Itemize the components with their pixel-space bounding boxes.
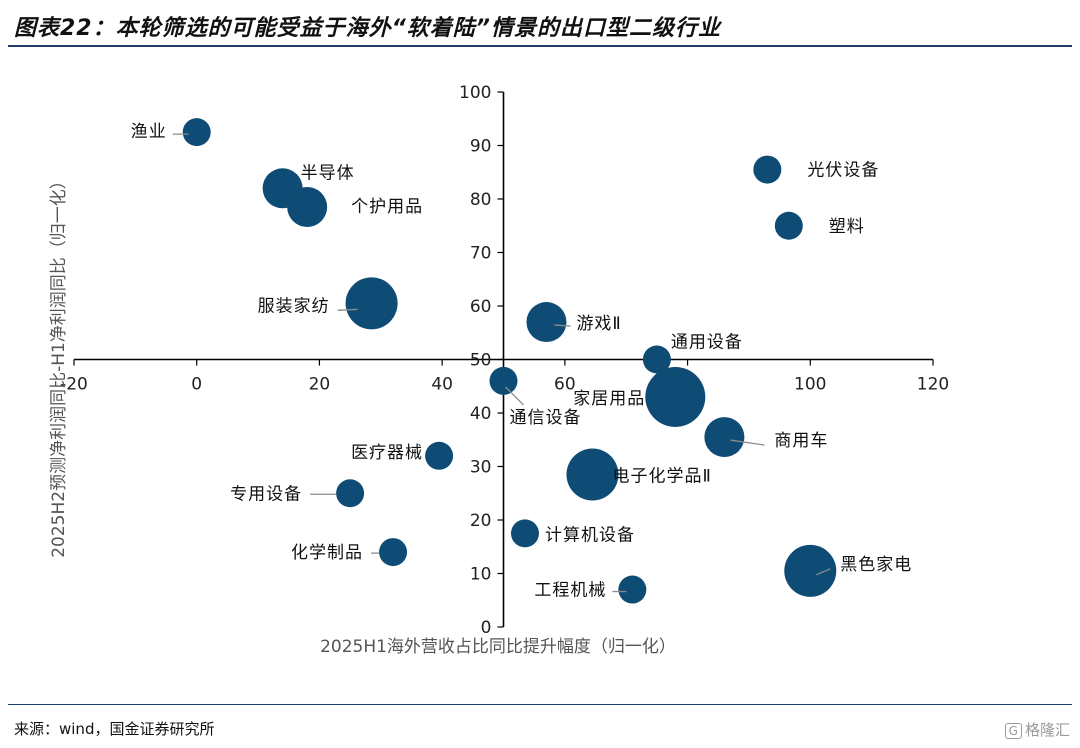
bubble-marker [753, 155, 782, 184]
bubble-marker [566, 448, 619, 501]
label-leader-line [337, 308, 358, 311]
bubble-marker [645, 366, 706, 427]
data-point: 电子化学品Ⅱ [566, 448, 711, 501]
x-tick-label: -20 [60, 375, 88, 395]
y-tick-label: 10 [470, 565, 492, 585]
y-tick-label: 50 [470, 351, 492, 371]
data-point: 商用车 [704, 417, 828, 458]
data-point: 游戏Ⅱ [526, 302, 621, 343]
data-point: 服装家纺 [258, 277, 398, 330]
bubble-marker [618, 575, 647, 604]
point-label: 化学制品 [291, 543, 363, 563]
data-point: 个护用品 [287, 187, 423, 228]
y-tick-label: 20 [470, 511, 492, 531]
point-label: 专用设备 [230, 484, 302, 504]
label-leader-line [554, 324, 571, 327]
point-label: 工程机械 [534, 581, 606, 601]
x-tick-label: 40 [431, 375, 453, 395]
footer-rule [8, 704, 1072, 705]
bubble-marker [345, 277, 398, 330]
point-label: 家居用品 [573, 389, 645, 409]
data-point: 黑色家电 [784, 544, 912, 597]
bubble-marker [526, 302, 567, 343]
bubble-marker [425, 441, 454, 470]
bubble-marker [379, 538, 408, 567]
data-point: 家居用品 [573, 366, 706, 427]
x-axis-label: 2025H1海外营收占比同比提升幅度（归一化） [320, 637, 676, 657]
data-point: 渔业 [131, 118, 211, 147]
point-label: 商用车 [774, 431, 828, 451]
bubble-marker [489, 366, 518, 395]
source-note: 来源：wind，国金证券研究所 [14, 720, 215, 738]
data-point: 通用设备 [642, 333, 743, 374]
x-tick-label: 20 [309, 375, 331, 395]
data-point: 医疗器械 [351, 441, 454, 470]
point-label: 黑色家电 [840, 555, 912, 575]
point-label: 服装家纺 [258, 296, 330, 316]
data-point: 通信设备 [489, 366, 582, 428]
y-tick-label: 0 [481, 618, 492, 638]
watermark-text: 格隆汇 [1024, 721, 1070, 739]
label-leader-line [730, 439, 765, 446]
label-leader-line [816, 568, 831, 576]
bubble-marker [182, 118, 211, 147]
point-label: 渔业 [131, 122, 167, 142]
bubble-marker [704, 417, 745, 458]
y-tick-label: 60 [470, 297, 492, 317]
data-point: 光伏设备 [753, 155, 879, 184]
y-axis-label: 2025H2预测净利润同比-H1净利润同比（归一化） [49, 172, 69, 558]
y-tick-label: 80 [470, 190, 492, 210]
bubble-marker [336, 479, 365, 508]
data-point: 塑料 [774, 211, 865, 240]
bubble-marker [784, 544, 837, 597]
bubble-marker [642, 345, 671, 374]
point-label: 游戏Ⅱ [576, 314, 621, 334]
point-label: 通信设备 [510, 408, 582, 428]
data-point: 计算机设备 [510, 519, 635, 548]
y-tick-label: 70 [470, 244, 492, 264]
bubble-marker [510, 519, 539, 548]
data-point: 专用设备 [230, 479, 365, 508]
y-tick-label: 30 [470, 458, 492, 478]
point-label: 通用设备 [671, 333, 743, 353]
x-tick-label: 100 [794, 375, 826, 395]
watermark: G 格隆汇 [1004, 719, 1070, 740]
point-label: 计算机设备 [545, 525, 635, 545]
point-label: 电子化学品Ⅱ [612, 467, 711, 487]
point-label: 半导体 [301, 163, 355, 183]
point-label: 塑料 [829, 217, 865, 237]
bubble-marker [287, 187, 328, 228]
axes-group: -200204060801001200102030405060708090100 [60, 83, 949, 638]
point-label: 医疗器械 [351, 443, 423, 463]
title-rule [8, 45, 1072, 47]
bubble-chart: -200204060801001200102030405060708090100… [49, 83, 949, 657]
watermark-badge: G [1004, 723, 1022, 739]
data-point: 工程机械 [534, 575, 647, 604]
bubble-marker [774, 211, 803, 240]
y-tick-label: 100 [459, 83, 491, 103]
y-tick-label: 90 [470, 137, 492, 157]
data-point: 化学制品 [291, 538, 408, 567]
label-leader-line [505, 386, 524, 406]
point-label: 光伏设备 [807, 161, 879, 181]
x-tick-label: 0 [191, 375, 202, 395]
y-tick-label: 40 [470, 404, 492, 424]
x-tick-label: 120 [917, 375, 949, 395]
x-tick-label: 60 [554, 375, 576, 395]
point-label: 个护用品 [351, 197, 423, 217]
chart-title: 图表22：本轮筛选的可能受益于海外“软着陆”情景的出口型二级行业 [14, 16, 721, 41]
